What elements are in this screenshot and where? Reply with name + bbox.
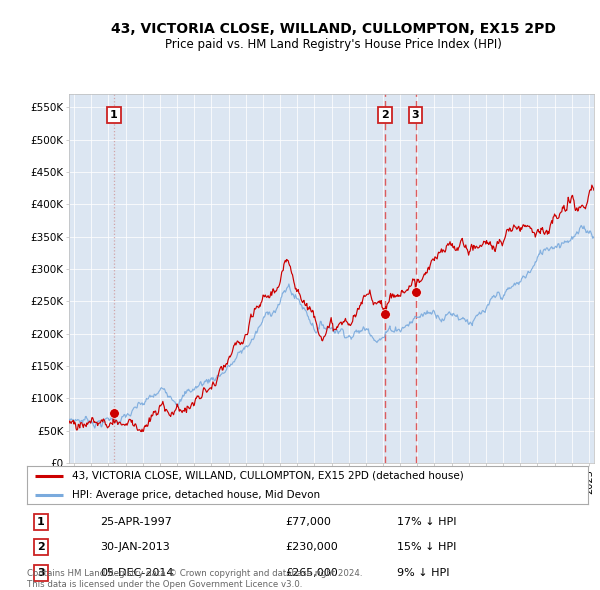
- Text: £230,000: £230,000: [285, 542, 338, 552]
- Text: 2: 2: [381, 110, 389, 120]
- Text: 9% ↓ HPI: 9% ↓ HPI: [397, 568, 450, 578]
- Text: 43, VICTORIA CLOSE, WILLAND, CULLOMPTON, EX15 2PD (detached house): 43, VICTORIA CLOSE, WILLAND, CULLOMPTON,…: [72, 471, 464, 481]
- Text: £77,000: £77,000: [285, 517, 331, 527]
- Text: 3: 3: [412, 110, 419, 120]
- Text: 3: 3: [37, 568, 45, 578]
- Text: 17% ↓ HPI: 17% ↓ HPI: [397, 517, 457, 527]
- Text: 30-JAN-2013: 30-JAN-2013: [100, 542, 170, 552]
- Text: Contains HM Land Registry data © Crown copyright and database right 2024.
This d: Contains HM Land Registry data © Crown c…: [27, 569, 362, 589]
- Text: 1: 1: [110, 110, 118, 120]
- Text: £265,000: £265,000: [285, 568, 338, 578]
- Text: 1: 1: [37, 517, 45, 527]
- Text: 2: 2: [37, 542, 45, 552]
- Text: 15% ↓ HPI: 15% ↓ HPI: [397, 542, 457, 552]
- Text: 25-APR-1997: 25-APR-1997: [100, 517, 172, 527]
- Text: 43, VICTORIA CLOSE, WILLAND, CULLOMPTON, EX15 2PD: 43, VICTORIA CLOSE, WILLAND, CULLOMPTON,…: [110, 22, 556, 37]
- Text: Price paid vs. HM Land Registry's House Price Index (HPI): Price paid vs. HM Land Registry's House …: [164, 38, 502, 51]
- Text: HPI: Average price, detached house, Mid Devon: HPI: Average price, detached house, Mid …: [72, 490, 320, 500]
- Text: 05-DEC-2014: 05-DEC-2014: [100, 568, 173, 578]
